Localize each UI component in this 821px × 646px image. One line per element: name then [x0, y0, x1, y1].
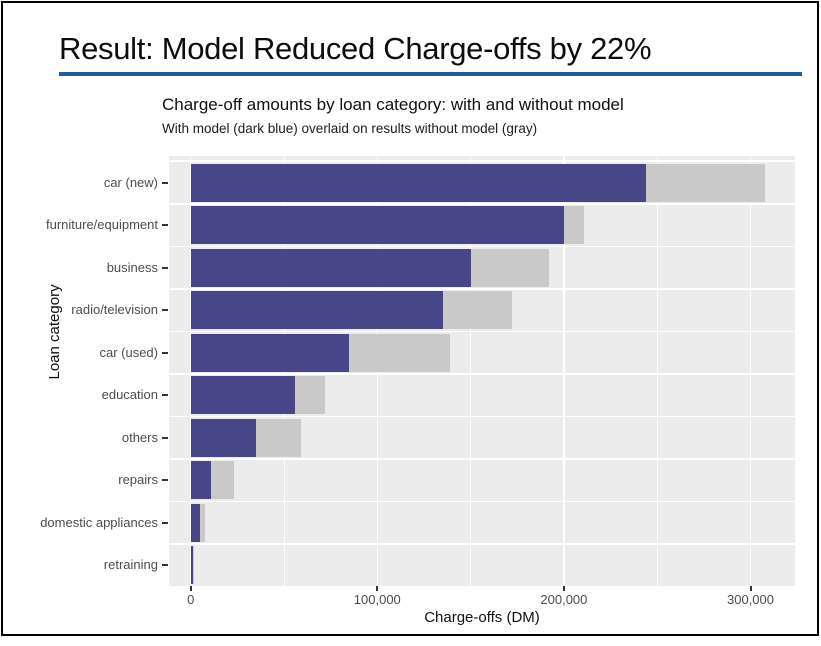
bar-with-model [190, 503, 201, 542]
y-axis-tick-label: others [121, 429, 158, 445]
gridline-row-separator [169, 543, 795, 545]
bar-with-model [190, 163, 646, 202]
gridline-row-separator [169, 245, 795, 248]
gridline-minor [656, 156, 658, 586]
x-axis-tick-mark [376, 586, 379, 591]
y-axis-tick-mark [162, 224, 168, 227]
x-axis-tick-label: 200,000 [540, 592, 588, 607]
gridline-row-separator [169, 160, 795, 162]
bar-with-model [190, 546, 194, 585]
bar-with-model [190, 333, 350, 372]
bar-with-model [190, 461, 212, 500]
y-axis-tick-mark [162, 266, 168, 269]
title-rule [59, 72, 802, 76]
y-axis-tick-label: repairs [118, 472, 158, 488]
y-axis-tick-label: car (used) [99, 344, 158, 360]
gridline-row-separator [169, 415, 795, 418]
plot-panel [169, 156, 795, 586]
y-axis-tick-mark [162, 564, 168, 567]
y-axis-tick-label: radio/television [71, 302, 158, 318]
bar-with-model [190, 206, 564, 245]
slide-title: Result: Model Reduced Charge-offs by 22% [59, 31, 652, 66]
y-axis-tick-label: car (new) [103, 174, 158, 190]
y-axis-tick-mark [162, 181, 168, 184]
gridline-major [749, 156, 752, 586]
slide-frame: Result: Model Reduced Charge-offs by 22%… [1, 1, 819, 636]
y-axis-tick-mark [162, 309, 168, 312]
gridline-row-separator [169, 458, 795, 460]
y-axis-tick-label: education [101, 387, 158, 403]
y-axis-tick-mark [162, 436, 168, 439]
y-axis-tick-label: furniture/equipment [45, 217, 158, 233]
y-axis-tick-label: business [106, 259, 158, 275]
bar-with-model [190, 376, 296, 415]
y-axis-tick-mark [162, 521, 168, 524]
y-axis-tick-label: retraining [103, 557, 158, 573]
x-axis-title: Charge-offs (DM) [424, 609, 540, 626]
y-axis-tick-label: domestic appliances [40, 514, 158, 530]
gridline-major [563, 156, 565, 586]
bar-with-model [190, 248, 471, 287]
y-axis-tick-mark [162, 351, 168, 354]
chart-subtitle: With model (dark blue) overlaid on resul… [162, 121, 538, 136]
gridline-row-separator [169, 373, 795, 375]
x-axis-tick-label: 0 [187, 592, 195, 607]
x-axis-tick-mark [749, 586, 752, 591]
gridline-minor [470, 156, 472, 586]
gridline-row-separator [169, 203, 795, 205]
x-axis-tick-mark [562, 586, 565, 591]
gridline-row-separator [169, 330, 795, 333]
chart-title: Charge-off amounts by loan category: wit… [162, 95, 624, 114]
x-axis-tick-label: 300,000 [727, 592, 774, 607]
x-axis-tick-label: 100,000 [353, 592, 401, 607]
gridline-row-separator [169, 500, 795, 503]
y-axis-tick-mark [162, 479, 168, 482]
bar-with-model [190, 291, 443, 330]
x-axis-tick-mark [189, 586, 192, 591]
bar-with-model [190, 418, 256, 457]
gridline-row-separator [169, 288, 795, 290]
y-axis-tick-mark [162, 394, 168, 397]
